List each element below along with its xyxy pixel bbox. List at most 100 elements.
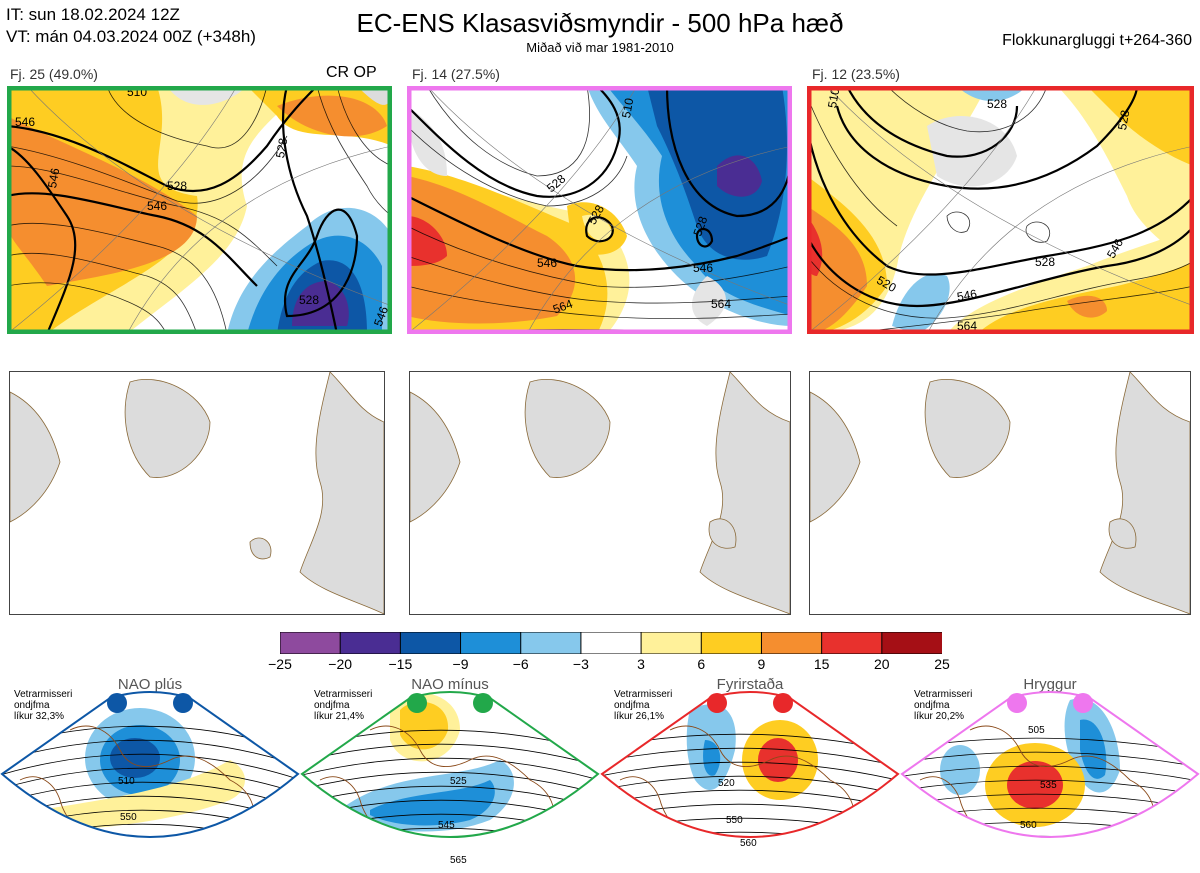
regime-contour-label: 505 — [1028, 725, 1045, 736]
colorbar-tick-label: −6 — [512, 656, 529, 672]
cluster-1-tag: CR OP — [326, 64, 377, 81]
regime-note-line: líkur 32,3% — [14, 711, 65, 722]
empty-map-2 — [409, 371, 791, 615]
colorbar-swatch — [279, 631, 342, 655]
cluster-1-map: 546 546 528 546 528 528 546 510 — [7, 86, 392, 334]
cluster-3-map: 510 528 546 528 520 546 564 528 — [807, 86, 1194, 334]
cluster-3-contour-label-8: 528 — [987, 97, 1007, 111]
colorbar-tick-label: −3 — [572, 656, 589, 672]
regime-note-line: Vetrarmisseri — [314, 689, 373, 700]
colorbar-tick-label: 20 — [874, 656, 890, 672]
regime-map — [300, 690, 600, 868]
cluster-3-border — [807, 86, 1194, 334]
cluster-1-contour-label-6: 528 — [299, 293, 319, 307]
empty-map-3 — [809, 371, 1191, 615]
regime-contour-label: 560 — [740, 838, 757, 849]
regime-note-line: ondjfma — [614, 700, 650, 711]
regime-note: Vetrarmisseri ondjfma líkur 20,2% — [914, 689, 972, 722]
regime-contour-label: 525 — [450, 776, 467, 787]
colorbar — [279, 631, 944, 655]
valid-time: VT: mán 04.03.2024 00Z (+348h) — [6, 27, 256, 46]
regime-marker-dot — [173, 693, 193, 713]
regime-marker-dot — [473, 693, 493, 713]
cluster-1-label: Fj. 25 (49.0%) — [10, 66, 98, 82]
cluster-3-contour-label-4: 528 — [1035, 255, 1055, 269]
regime-title: Fyrirstaða — [716, 676, 784, 693]
regime-marker-dot — [1073, 693, 1093, 713]
colorbar-swatch — [881, 631, 944, 655]
colorbar-swatch — [821, 631, 883, 655]
regime-note-line: Vetrarmisseri — [614, 689, 673, 700]
cluster-2-label: Fj. 14 (27.5%) — [412, 66, 500, 82]
page-subtitle: Miðað við mar 1981-2010 — [526, 40, 674, 55]
regime-map — [0, 690, 300, 868]
regime-marker-dot — [707, 693, 727, 713]
colorbar-tick-label: 15 — [813, 656, 830, 672]
colorbar-tick-label: 25 — [934, 656, 950, 672]
colorbar-swatch — [399, 631, 462, 655]
regime-note-line: líkur 26,1% — [614, 711, 665, 722]
empty-map-1 — [9, 371, 385, 615]
colorbar-swatch — [580, 631, 643, 655]
cluster-1-border — [7, 86, 392, 334]
regime-title: NAO mínus — [411, 676, 489, 693]
regime-contour-label: 545 — [438, 820, 455, 831]
cluster-3-label: Fj. 12 (23.5%) — [812, 66, 900, 82]
regime-map — [600, 690, 900, 868]
cluster-1-contour-label-5: 528 — [273, 137, 290, 159]
colorbar-tick-label: −20 — [328, 656, 353, 672]
regime-note-line: ondjfma — [914, 700, 950, 711]
regime-title: Hryggur — [1023, 676, 1077, 693]
colorbar-tick-label: −15 — [388, 656, 413, 672]
colorbar-swatch — [339, 631, 402, 655]
cluster-3-contour-label-2: 528 — [1115, 109, 1132, 131]
colorbar-svg — [279, 631, 944, 655]
regime-marker-dot — [107, 693, 127, 713]
cluster-2-contour-label-8: 510 — [619, 97, 636, 119]
regime-contour-label: 550 — [120, 812, 137, 823]
regime-contour-label: 510 — [118, 776, 135, 787]
regime-contour-label: 535 — [1040, 780, 1057, 791]
header-times: IT: sun 18.02.2024 12Z VT: mán 04.03.202… — [6, 4, 256, 48]
regime-note: Vetrarmisseri ondjfma líkur 21,4% — [314, 689, 372, 722]
cluster-1-contour-label-7: 546 — [371, 304, 391, 328]
page-title: EC-ENS Klasasviðsmyndir - 500 hPa hæð — [356, 8, 844, 38]
colorbar-tick-label: −25 — [268, 656, 292, 672]
init-time: IT: sun 18.02.2024 12Z — [6, 5, 180, 24]
cluster-3-contour-label-1: 510 — [825, 87, 842, 109]
cluster-1-contour-label-1: 546 — [15, 115, 35, 129]
regime-contour-label: 520 — [718, 778, 735, 789]
colorbar-tick-label: −9 — [452, 656, 469, 672]
colorbar-swatch — [520, 631, 582, 655]
cluster-2-contour-label-7: 564 — [711, 297, 731, 311]
colorbar-tick-label: 3 — [637, 656, 645, 672]
regime-marker-dot — [773, 693, 793, 713]
regime-contour-label: 560 — [1020, 820, 1037, 831]
regime-marker-dot — [407, 693, 427, 713]
cluster-2-contour-label-5: 528 — [690, 214, 710, 238]
regime-note-line: líkur 20,2% — [914, 711, 965, 722]
colorbar-tick-label: 9 — [757, 656, 766, 672]
window-label: Flokkunargluggi t+264-360 — [1002, 32, 1192, 49]
regime-marker-dot — [1007, 693, 1027, 713]
regime-note-line: líkur 21,4% — [314, 711, 365, 722]
regime-contour-label: 550 — [726, 815, 743, 826]
colorbar-swatch — [640, 631, 703, 655]
cluster-2-contour-label-6: 546 — [693, 261, 713, 275]
cluster-3-contour-label-6: 546 — [956, 287, 978, 304]
regime-note-line: Vetrarmisseri — [914, 689, 973, 700]
regime-title: NAO plús — [117, 676, 183, 693]
cluster-1-contour-label-3: 528 — [167, 179, 187, 193]
cluster-2-map: 528 528 546 564 528 546 564 510 — [407, 86, 792, 334]
cluster-2-border — [407, 86, 792, 334]
regime-note-line: Vetrarmisseri — [14, 689, 73, 700]
colorbar-swatch — [760, 631, 823, 655]
regime-note: Vetrarmisseri ondjfma líkur 26,1% — [614, 689, 672, 722]
cluster-1-contour-label-2: 546 — [45, 167, 62, 189]
regime-map — [900, 690, 1200, 868]
cluster-1-contour-label-4: 546 — [147, 199, 167, 213]
cluster-2-contour-label-4: 564 — [551, 297, 575, 317]
regime-note: Vetrarmisseri ondjfma líkur 32,3% — [14, 689, 72, 722]
regime-note-line: ondjfma — [14, 700, 50, 711]
regime-note-line: ondjfma — [314, 700, 350, 711]
